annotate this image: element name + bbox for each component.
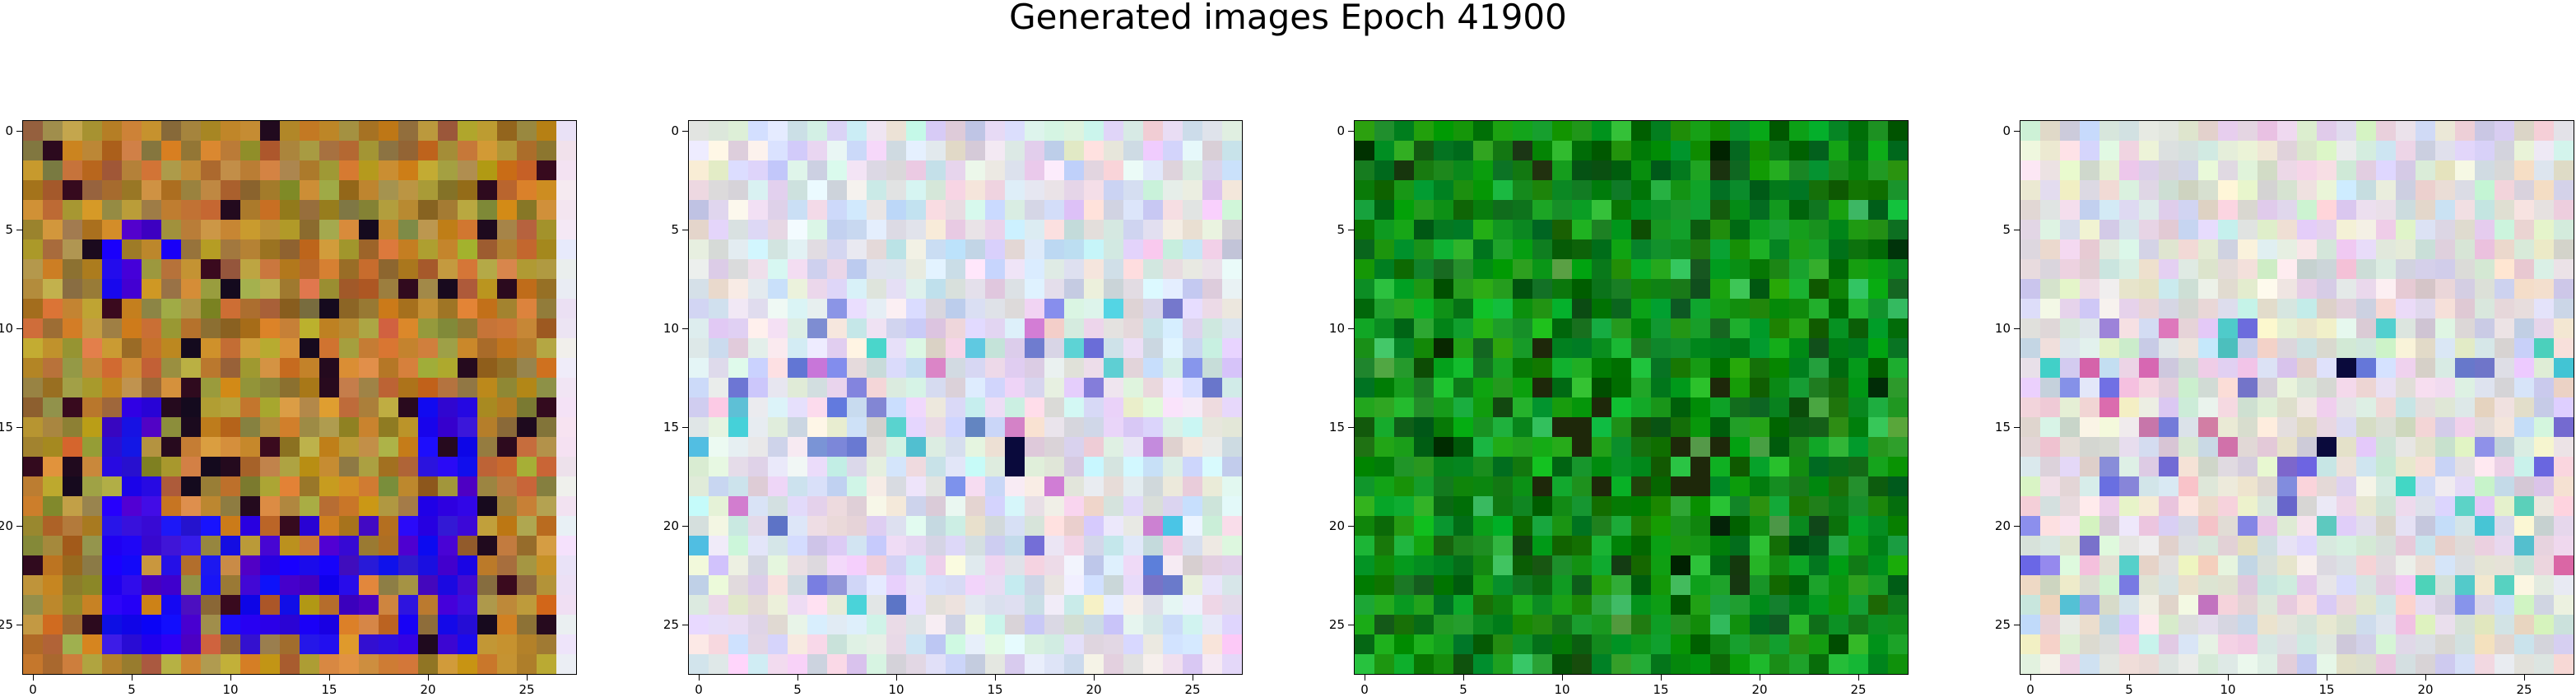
x-tick-label: 15 <box>2310 682 2343 697</box>
y-tick-label: 5 <box>0 222 13 237</box>
y-tick <box>2014 526 2020 527</box>
y-tick-label: 20 <box>1992 518 2011 533</box>
x-tick-label: 20 <box>2409 682 2442 697</box>
y-tick-label: 5 <box>661 222 679 237</box>
x-tick-label: 20 <box>1743 682 1776 697</box>
x-tick <box>896 674 897 681</box>
y-tick-label: 25 <box>661 617 679 632</box>
x-tick-label: 5 <box>781 682 814 697</box>
x-tick-label: 10 <box>2211 682 2244 697</box>
x-tick-label: 20 <box>412 682 444 697</box>
y-tick <box>682 427 689 428</box>
x-tick-label: 0 <box>682 682 715 697</box>
x-tick <box>428 674 429 681</box>
y-tick <box>2014 328 2020 329</box>
x-tick <box>2030 674 2031 681</box>
x-tick-label: 10 <box>1546 682 1579 697</box>
x-tick-label: 5 <box>1447 682 1480 697</box>
x-tick <box>2228 674 2229 681</box>
y-tick-label: 10 <box>1327 321 1345 336</box>
y-tick-label: 20 <box>661 518 679 533</box>
y-tick-label: 0 <box>0 123 13 138</box>
x-tick <box>995 674 996 681</box>
y-tick-label: 10 <box>0 321 13 336</box>
y-tick <box>16 427 23 428</box>
y-tick <box>16 131 23 132</box>
image-panel-4: 0 5 10 15 20 25 0 5 10 15 20 25 <box>2020 121 2574 674</box>
image-panel-3: 0 5 10 15 20 25 0 5 10 15 20 25 <box>1355 121 1908 674</box>
y-tick-label: 25 <box>1992 617 2011 632</box>
y-tick-label: 25 <box>0 617 13 632</box>
y-tick <box>2014 131 2020 132</box>
y-tick <box>1348 131 1355 132</box>
x-tick-label: 15 <box>1644 682 1677 697</box>
y-tick-label: 0 <box>1327 123 1345 138</box>
x-tick <box>2425 674 2426 681</box>
x-tick-label: 25 <box>1842 682 1875 697</box>
x-tick <box>2524 674 2525 681</box>
x-tick-label: 25 <box>510 682 543 697</box>
y-tick-label: 5 <box>1992 222 2011 237</box>
y-tick <box>1348 526 1355 527</box>
x-tick <box>329 674 330 681</box>
y-tick <box>1348 427 1355 428</box>
generated-image-3 <box>1355 121 1908 674</box>
x-tick <box>527 674 528 681</box>
generated-image-1 <box>23 121 576 674</box>
y-tick-label: 0 <box>661 123 679 138</box>
y-tick-label: 0 <box>1992 123 2011 138</box>
y-tick <box>2014 427 2020 428</box>
x-tick <box>2129 674 2130 681</box>
y-tick-label: 5 <box>1327 222 1345 237</box>
x-tick <box>1094 674 1095 681</box>
y-tick-label: 15 <box>0 420 13 434</box>
x-tick-label: 10 <box>880 682 913 697</box>
x-tick-label: 5 <box>2113 682 2146 697</box>
image-panel-1: 0 5 10 15 20 25 0 5 10 15 20 25 <box>23 121 576 674</box>
figure-title: Generated images Epoch 41900 <box>0 0 2576 36</box>
x-tick-label: 0 <box>16 682 49 697</box>
y-tick-label: 25 <box>1327 617 1345 632</box>
y-tick-label: 20 <box>1327 518 1345 533</box>
generated-image-4 <box>2020 121 2574 674</box>
x-tick <box>1562 674 1563 681</box>
y-tick-label: 10 <box>661 321 679 336</box>
x-tick <box>230 674 231 681</box>
x-tick <box>1661 674 1662 681</box>
x-tick-label: 25 <box>1176 682 1209 697</box>
x-tick <box>132 674 133 681</box>
y-tick-label: 20 <box>0 518 13 533</box>
x-tick <box>699 674 700 681</box>
x-tick-label: 5 <box>115 682 148 697</box>
y-tick <box>682 526 689 527</box>
x-tick-label: 25 <box>2508 682 2541 697</box>
x-tick-label: 10 <box>214 682 247 697</box>
y-tick <box>16 328 23 329</box>
x-tick-label: 15 <box>979 682 1011 697</box>
y-tick-label: 15 <box>1327 420 1345 434</box>
y-tick-label: 10 <box>1992 321 2011 336</box>
y-tick <box>682 328 689 329</box>
y-tick <box>1348 328 1355 329</box>
x-tick <box>797 674 798 681</box>
y-tick <box>682 131 689 132</box>
x-tick <box>1463 674 1464 681</box>
y-tick <box>16 526 23 527</box>
x-tick <box>1858 674 1859 681</box>
x-tick-label: 15 <box>313 682 346 697</box>
generated-image-2 <box>689 121 1242 674</box>
image-panel-2: 0 5 10 15 20 25 0 5 10 15 20 25 <box>689 121 1242 674</box>
x-tick-label: 0 <box>2014 682 2047 697</box>
x-tick <box>33 674 34 681</box>
x-tick-label: 0 <box>1348 682 1381 697</box>
x-tick-label: 20 <box>1077 682 1110 697</box>
y-tick-label: 15 <box>1992 420 2011 434</box>
y-tick-label: 15 <box>661 420 679 434</box>
